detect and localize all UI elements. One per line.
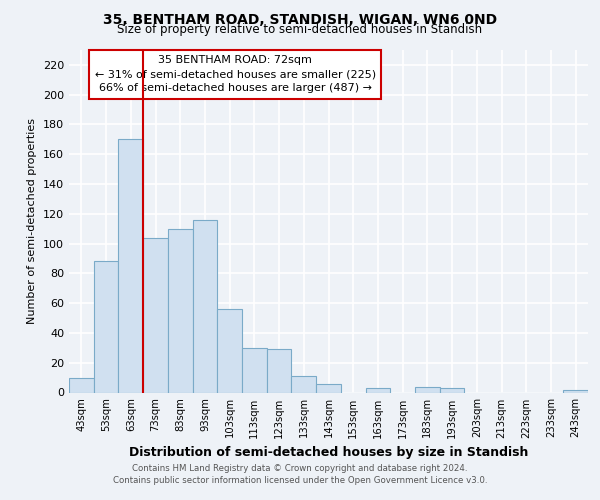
- Text: Contains HM Land Registry data © Crown copyright and database right 2024.: Contains HM Land Registry data © Crown c…: [132, 464, 468, 473]
- Y-axis label: Number of semi-detached properties: Number of semi-detached properties: [28, 118, 37, 324]
- Bar: [242, 348, 267, 393]
- Bar: [118, 140, 143, 392]
- Text: 35, BENTHAM ROAD, STANDISH, WIGAN, WN6 0ND: 35, BENTHAM ROAD, STANDISH, WIGAN, WN6 0…: [103, 12, 497, 26]
- Bar: [563, 390, 588, 392]
- Text: Size of property relative to semi-detached houses in Standish: Size of property relative to semi-detach…: [118, 24, 482, 36]
- Bar: [440, 388, 464, 392]
- X-axis label: Distribution of semi-detached houses by size in Standish: Distribution of semi-detached houses by …: [129, 446, 528, 459]
- Bar: [217, 309, 242, 392]
- Bar: [292, 376, 316, 392]
- Bar: [365, 388, 390, 392]
- Bar: [316, 384, 341, 392]
- Bar: [94, 262, 118, 392]
- Bar: [193, 220, 217, 392]
- Bar: [267, 350, 292, 393]
- Text: 35 BENTHAM ROAD: 72sqm
← 31% of semi-detached houses are smaller (225)
66% of se: 35 BENTHAM ROAD: 72sqm ← 31% of semi-det…: [95, 55, 376, 93]
- Bar: [168, 228, 193, 392]
- Bar: [143, 238, 168, 392]
- Text: Contains public sector information licensed under the Open Government Licence v3: Contains public sector information licen…: [113, 476, 487, 485]
- Bar: [415, 386, 440, 392]
- Bar: [69, 378, 94, 392]
